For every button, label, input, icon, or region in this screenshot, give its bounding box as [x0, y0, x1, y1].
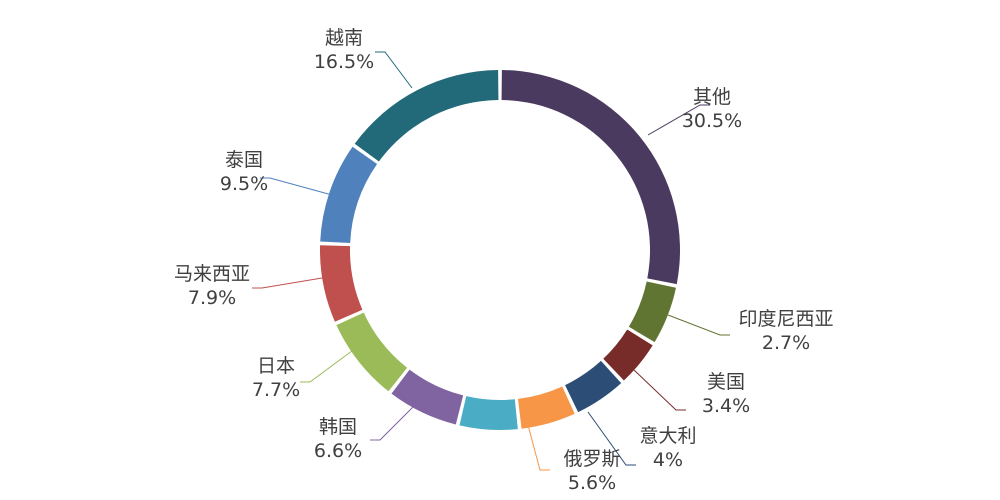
slice-name-label: 越南: [325, 27, 363, 49]
slice-其他: [501, 70, 680, 285]
leader-美国: [633, 369, 686, 411]
leader-印度尼西亚: [667, 314, 730, 336]
slice-name-label: 日本: [257, 355, 295, 377]
leader-日本: [300, 344, 361, 383]
leader-其他: [647, 104, 710, 136]
slice-name-label: 意大利: [639, 425, 696, 447]
slice-意大利: [565, 360, 622, 413]
leader-越南: [375, 51, 413, 89]
slice-value-label: 4%: [653, 449, 683, 471]
slice-name-label: 泰国: [225, 149, 263, 171]
slice-日本: [391, 369, 464, 425]
slice-name-label: 印度尼西亚: [738, 308, 833, 330]
slice-value-label: 6.6%: [314, 440, 362, 462]
slice-name-label: 韩国: [319, 416, 357, 438]
slice-韩国: [459, 396, 518, 430]
slice-value-label: 2.7%: [762, 332, 810, 354]
slice-name-label: 俄罗斯: [563, 448, 620, 470]
slice-越南_b: [354, 70, 499, 162]
slice-value-label: 16.5%: [314, 51, 374, 73]
slice-越南: [320, 146, 378, 243]
slice-name-label: 其他: [693, 86, 731, 108]
leader-俄罗斯: [527, 424, 550, 471]
slice-马来西亚: [336, 312, 408, 392]
leader-马来西亚: [252, 276, 329, 289]
slice-value-label: 3.4%: [702, 395, 750, 417]
donut-slices: [320, 70, 680, 430]
slice-name-label: 马来西亚: [174, 263, 250, 285]
leader-韩国: [370, 399, 421, 441]
slice-美国: [603, 329, 653, 381]
slice-value-label: 7.7%: [252, 379, 300, 401]
slice-value-label: 5.6%: [568, 472, 616, 494]
slice-value-label: 9.5%: [220, 173, 268, 195]
slice-value-label: 30.5%: [682, 110, 742, 132]
slice-value-label: 7.9%: [188, 287, 236, 309]
leader-意大利: [587, 411, 636, 466]
slice-name-label: 美国: [707, 371, 745, 393]
slice-印度尼西亚: [628, 281, 676, 343]
slice-俄罗斯: [517, 386, 575, 429]
slice-泰国: [320, 245, 363, 322]
leader-lines: [252, 51, 730, 471]
leader-泰国: [260, 177, 333, 196]
